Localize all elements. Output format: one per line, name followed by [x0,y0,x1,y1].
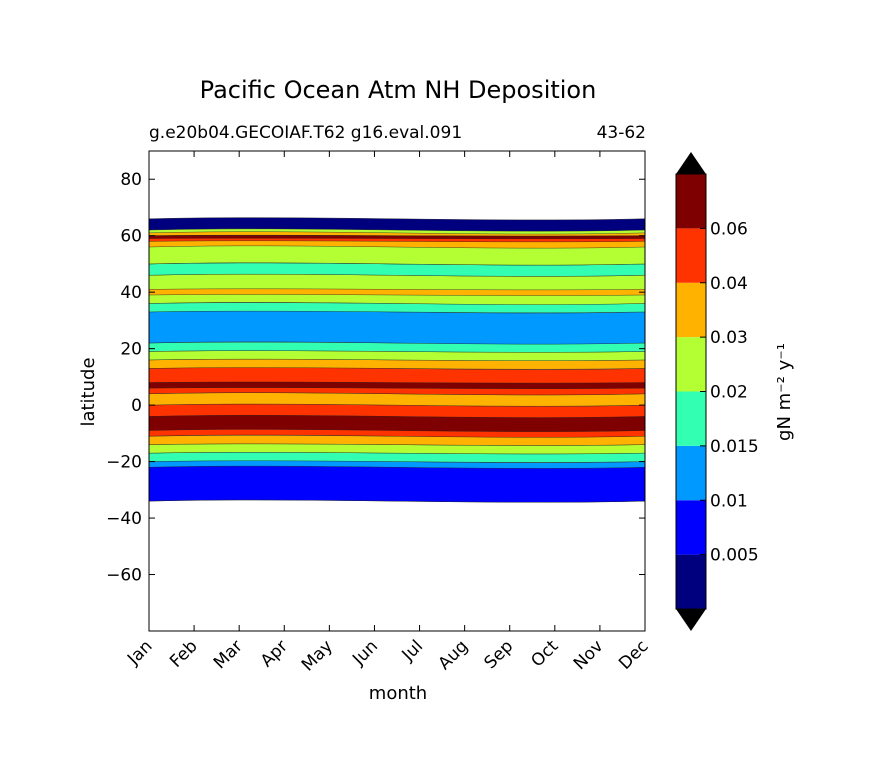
x-tick-label: Jul [398,636,427,665]
contour-band [149,465,645,503]
colorbar-tick-label: 0.005 [710,546,759,566]
y-tick-label: 20 [120,340,142,360]
plot-frame [148,150,646,632]
contour-band [149,381,645,389]
x-tick-label: Aug [435,636,473,674]
colorbar-swatch [676,228,706,283]
chart-subtitle-left: g.e20b04.GECOIAF.T62 g16.eval.091 [149,123,462,143]
colorbar-swatches [675,152,707,631]
colorbar: 0.005 0.01 0.015 0.02 0.03 0.04 0.06 gN m⁻² y⁻… [675,152,795,631]
colorbar-tick-label: 0.015 [710,437,759,457]
x-tick-label: Jun [348,636,382,670]
colorbar-swatch [676,174,706,229]
colorbar-tick-label: 0.03 [710,328,748,348]
contour-bands [149,217,645,503]
colorbar-tick-label: 0.04 [710,274,748,294]
x-tick-label: May [298,636,337,675]
x-tick-label: Oct [527,636,562,671]
chart-subtitle-right: 43-62 [597,123,646,143]
y-tick-label: −40 [106,509,142,529]
x-tick-label: Feb [166,636,201,671]
colorbar-swatch [676,445,706,501]
contour-plot-area [149,217,645,503]
colorbar-tick-label: 0.02 [710,383,748,403]
y-tick-label: 60 [120,227,142,247]
colorbar-extend-max [676,152,706,174]
colorbar-swatch [676,337,706,392]
colorbar-tick-label: 0.06 [710,219,748,239]
colorbar-tick-label: 0.01 [710,491,748,511]
y-tick-label: 0 [131,396,142,416]
y-tick-label: 40 [120,283,142,303]
colorbar-swatch [676,554,706,609]
y-tick-label: −20 [106,453,142,473]
x-tick-label: Mar [210,636,247,673]
contour-band [149,415,645,432]
contour-band [149,367,645,396]
x-axis-label: month [369,683,427,704]
y-tick-label: −60 [106,566,142,586]
colorbar-ticks: 0.005 0.01 0.015 0.02 0.03 0.04 0.06 [700,219,759,566]
colorbar-extend-min [676,609,706,631]
chart-title: Pacific Ocean Atm NH Deposition [200,76,597,104]
x-tick-label: Jan [123,636,156,669]
x-tick-label: Apr [257,636,292,671]
colorbar-swatch [676,391,706,446]
x-tick-label: Nov [570,636,608,674]
colorbar-swatch [676,282,706,338]
colorbar-swatch [676,500,706,555]
y-axis-label: latitude [78,357,99,426]
y-tick-label: 80 [120,170,142,190]
x-tick-label: Dec [615,636,652,673]
y-axis-ticks: 80 60 40 20 0 −20 −40 −60 [106,170,645,586]
contour-band [149,310,645,345]
colorbar-label: gN m⁻² y⁻¹ [774,343,795,441]
x-tick-label: Sep [480,636,517,673]
contour-band [149,288,645,296]
